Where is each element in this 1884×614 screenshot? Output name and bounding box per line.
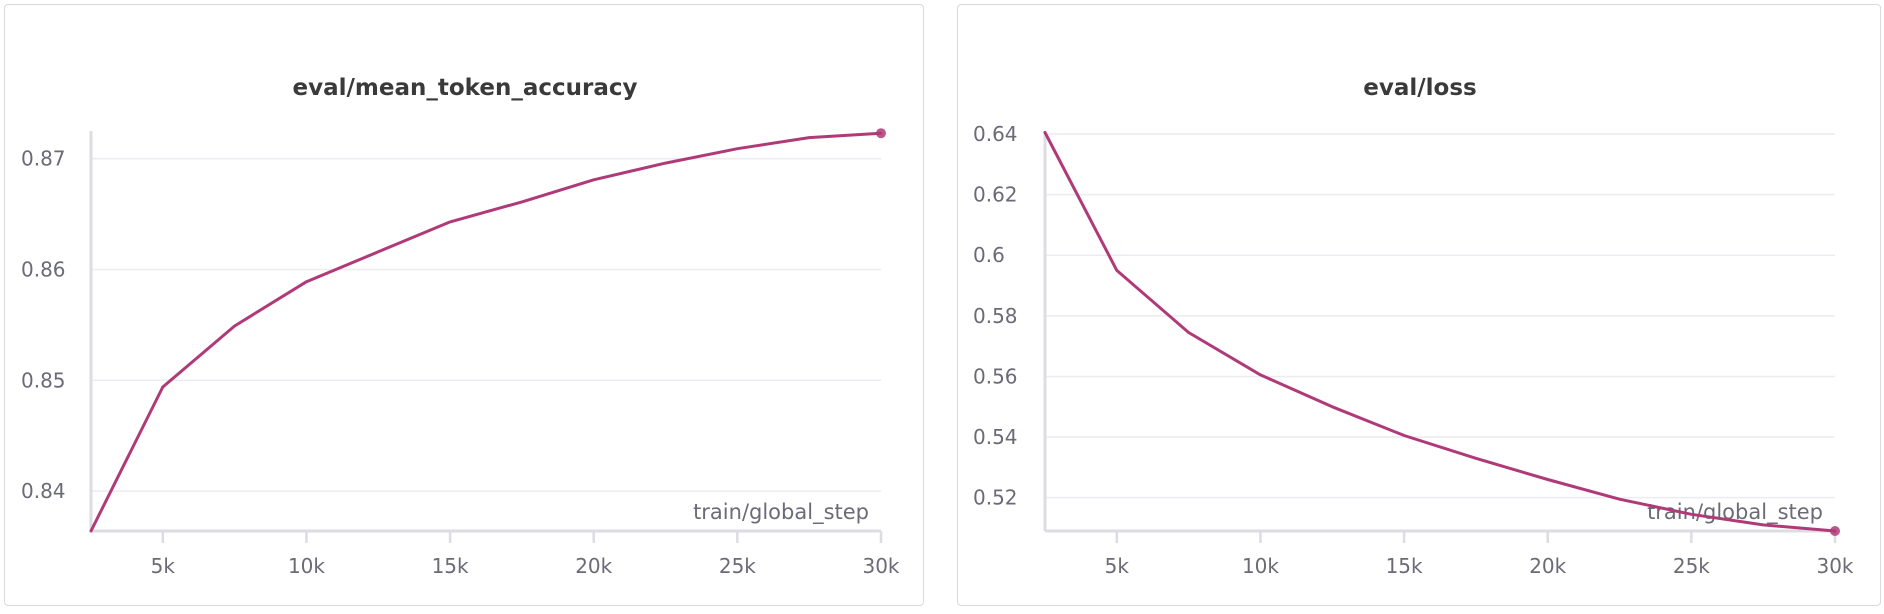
x-axis-label: train/global_step <box>693 500 869 525</box>
x-tick-label: 15k <box>432 554 469 578</box>
x-tick-label: 20k <box>1529 554 1566 578</box>
loss-chart: eval/loss 0.52 0.54 0.56 0.58 0.6 0.62 0.64 5k 10… <box>973 75 1854 578</box>
y-tick-label: 0.86 <box>21 258 66 282</box>
series-end-point <box>1830 526 1840 536</box>
y-tick-label: 0.58 <box>973 304 1018 328</box>
chart-panel-accuracy: eval/mean_token_accuracy 0.84 0.85 0.86 0.87… <box>4 4 924 606</box>
x-tick-label: 10k <box>1242 554 1279 578</box>
series-line <box>1043 131 1837 533</box>
x-tick-label: 25k <box>719 554 756 578</box>
y-tick-label: 0.52 <box>973 486 1018 510</box>
series-end-point <box>876 128 886 139</box>
y-tick-label: 0.6 <box>973 243 1005 267</box>
y-tick-label: 0.62 <box>973 183 1018 207</box>
y-tick-label: 0.56 <box>973 364 1018 388</box>
x-tick-label: 30k <box>1816 554 1853 578</box>
y-tick-label: 0.85 <box>21 368 66 392</box>
chart-title: eval/mean_token_accuracy <box>293 75 638 101</box>
accuracy-chart: eval/mean_token_accuracy 0.84 0.85 0.86 0.87… <box>21 75 900 578</box>
x-tick-label: 25k <box>1673 554 1710 578</box>
y-tick-label: 0.87 <box>21 147 66 171</box>
x-tick-label: 5k <box>1105 554 1130 578</box>
x-tick-label: 20k <box>575 554 612 578</box>
y-tick-label: 0.64 <box>973 122 1018 146</box>
x-tick-label: 5k <box>151 554 176 578</box>
series-line <box>89 131 883 533</box>
y-tick-label: 0.54 <box>973 425 1018 449</box>
x-tick-label: 30k <box>862 554 899 578</box>
chart-title: eval/loss <box>1363 75 1476 101</box>
x-tick-label: 15k <box>1386 554 1423 578</box>
y-tick-label: 0.84 <box>21 479 66 503</box>
x-tick-label: 10k <box>288 554 325 578</box>
chart-panel-loss: eval/loss 0.52 0.54 0.56 0.58 0.6 0.62 0.64 5k 10… <box>957 4 1881 606</box>
